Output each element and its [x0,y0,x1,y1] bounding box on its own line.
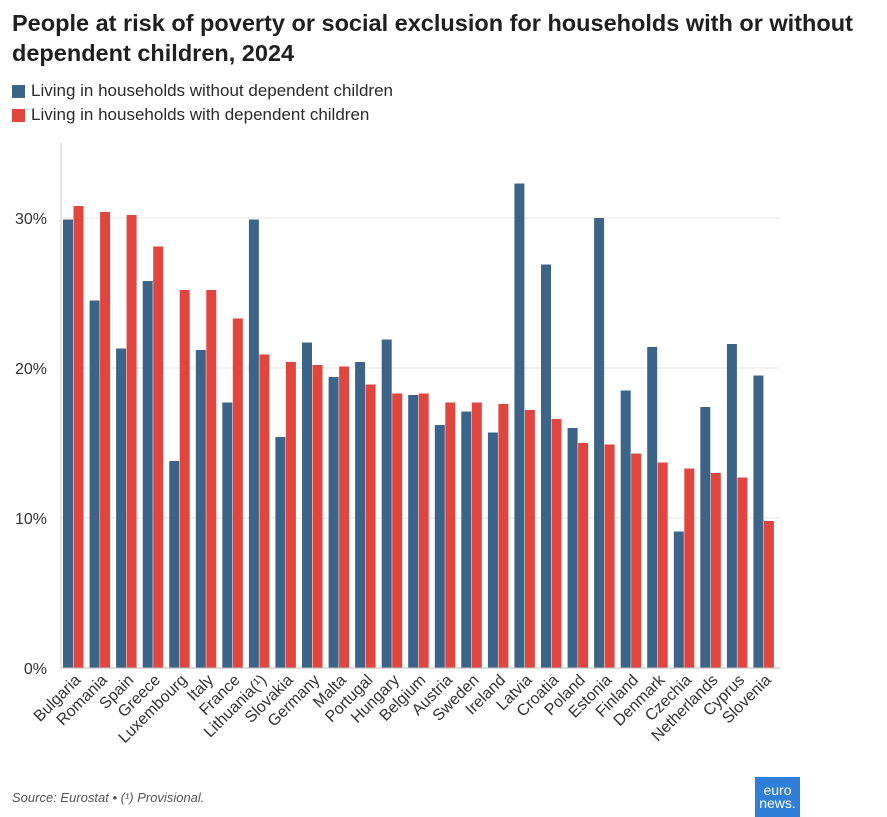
bar-with-children [524,410,535,668]
bar-with-children [445,402,456,668]
legend-item-with: Living in households with dependent chil… [12,103,393,127]
bar-with-children [179,290,190,668]
bar-without-children [63,219,73,668]
bar-with-children [710,473,721,668]
bar-with-children [153,246,164,668]
bar-without-children [302,342,312,668]
bar-with-children [206,290,217,668]
logo-line-2: news. [759,795,796,811]
bar-with-children [312,365,323,668]
bar-with-children [604,444,615,668]
legend: Living in households without dependent c… [12,79,393,127]
bar-without-children [567,428,578,668]
bar-with-children [498,404,509,668]
bar-with-children [471,402,482,668]
bar-with-children [232,318,243,668]
bar-without-children [647,347,658,668]
logo-line-1: euro [763,782,792,798]
bar-with-children [551,419,562,668]
bar-without-children [408,395,419,668]
y-tick-label: 0% [24,661,47,678]
bar-with-children [126,215,137,668]
euronews-logo: euro news. [755,777,800,817]
bar-without-children [753,375,764,668]
bar-with-children [657,462,668,668]
bar-with-children [285,362,296,668]
bar-with-children [392,393,403,668]
bar-without-children [195,350,206,668]
bar-without-children [541,264,551,668]
bar-without-children [328,377,339,668]
bar-without-children [142,281,153,668]
legend-swatch-with [12,108,25,122]
bar-with-children [684,468,695,668]
bar-without-children [381,339,392,668]
bar-without-children [89,300,100,668]
bar-without-children [700,407,711,668]
bar-without-children [461,411,472,668]
legend-label-without: Living in households without dependent c… [31,81,393,100]
bar-without-children [222,402,233,668]
bar-with-children [578,443,589,668]
bar-with-children [339,366,350,668]
bar-without-children [673,531,684,668]
bar-with-children [259,354,270,668]
bar-without-children [248,219,259,668]
bar-with-children [100,212,111,668]
chart-title: People at risk of poverty or social excl… [12,10,853,66]
y-tick-label: 20% [15,361,47,378]
y-tick-label: 10% [15,511,47,528]
bar-with-children [763,521,774,668]
legend-label-with: Living in households with dependent chil… [31,105,370,124]
legend-item-without: Living in households without dependent c… [12,79,393,103]
legend-swatch-without [12,84,25,98]
bar-without-children [116,348,127,668]
bar-with-children [73,206,84,668]
bar-with-children [737,477,748,668]
bar-without-children [487,432,498,668]
bar-without-children [434,425,445,668]
source-footnote: Source: Eurostat • (¹) Provisional. [12,790,205,805]
bar-with-children [418,393,429,668]
bar-without-children [514,183,525,668]
bar-with-children [631,453,642,668]
bar-without-children [355,362,366,668]
bar-without-children [726,344,737,668]
bar-with-children [365,384,376,668]
bar-without-children [594,218,605,668]
bar-without-children [620,390,631,668]
y-tick-label: 30% [15,211,47,228]
bar-without-children [275,437,286,668]
bar-without-children [169,461,180,668]
